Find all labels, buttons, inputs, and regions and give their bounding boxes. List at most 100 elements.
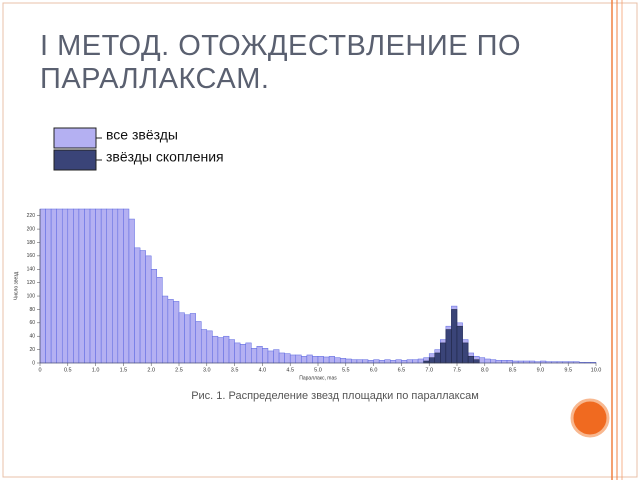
bar [167, 299, 174, 364]
bar [423, 360, 430, 364]
bar [373, 359, 380, 364]
y-tick-label: 60 [29, 320, 35, 326]
bar [100, 208, 107, 364]
bar [50, 208, 57, 364]
bar [356, 359, 363, 364]
bar [339, 358, 347, 364]
bar [67, 208, 74, 364]
x-tick-label: 4.0 [259, 367, 267, 373]
x-tick-label: 9.5 [564, 367, 572, 373]
slide-title: I МЕТОД. ОТОЖДЕСТВЛЕНИЕ ПО ПАРАЛЛАКСАМ. [40, 30, 522, 95]
x-tick-label: 4.5 [286, 367, 294, 373]
bar [540, 360, 547, 364]
bar [490, 359, 497, 364]
bar [506, 360, 513, 364]
x-tick-label: 5.5 [342, 367, 350, 373]
x-tick-label: 5.0 [314, 367, 322, 373]
y-tick-label: 20 [29, 347, 35, 353]
bar [478, 357, 486, 364]
bar [123, 208, 130, 364]
y-tick-label: 40 [29, 334, 35, 340]
bar [351, 359, 358, 364]
y-tick-label: 0 [32, 360, 35, 366]
bar [200, 329, 208, 364]
bar [434, 352, 441, 364]
y-tick-label: 120 [27, 280, 36, 286]
bar [95, 208, 102, 364]
bar [89, 208, 96, 364]
bar [173, 301, 180, 364]
bar [289, 354, 297, 364]
bar [212, 335, 219, 364]
y-tick-label: 160 [27, 253, 36, 259]
bar [145, 255, 152, 364]
decor-circle [570, 398, 610, 438]
bar [334, 357, 341, 364]
bar [390, 360, 397, 364]
legend-label: все звёзды [106, 127, 178, 143]
y-tick-label: 200 [27, 226, 36, 232]
bar [56, 208, 63, 364]
bar [467, 356, 474, 364]
bar [378, 360, 385, 364]
bar [529, 360, 536, 364]
bar [345, 358, 352, 364]
bar [239, 344, 246, 364]
x-tick-label: 8.5 [509, 367, 517, 373]
x-tick-label: 0 [38, 367, 41, 373]
bar [367, 360, 374, 364]
bar [401, 360, 408, 364]
bar [301, 356, 308, 364]
bar [245, 342, 252, 364]
bar [312, 356, 319, 364]
bar [106, 208, 113, 364]
x-tick-label: 1.5 [120, 367, 128, 373]
y-tick-label: 100 [27, 293, 36, 299]
bar [223, 335, 230, 364]
bar [273, 349, 280, 364]
bar [428, 357, 436, 364]
legend-swatch [53, 127, 97, 149]
x-tick-label: 3.0 [203, 367, 211, 373]
legend-swatch [53, 149, 97, 171]
bar [284, 353, 291, 364]
bar [112, 208, 119, 364]
x-tick-label: 0.5 [64, 367, 72, 373]
bar [117, 208, 124, 364]
bar [484, 358, 491, 364]
y-tick-label: 140 [27, 267, 36, 273]
x-tick-label: 1.0 [92, 367, 100, 373]
bar [445, 329, 452, 364]
bar [262, 348, 269, 364]
bar [278, 352, 285, 364]
bar [128, 218, 135, 364]
x-tick-label: 9.0 [537, 367, 545, 373]
x-tick-label: 2.5 [175, 367, 183, 373]
bar [495, 360, 502, 364]
bar [61, 208, 69, 364]
bar [306, 354, 313, 364]
bar [473, 359, 480, 364]
bar [267, 350, 274, 364]
bar [317, 356, 324, 364]
bar [328, 356, 335, 364]
y-axis-label: Число звезд [13, 272, 19, 301]
bar [162, 295, 169, 364]
bar [234, 342, 241, 364]
bar [384, 359, 391, 364]
x-tick-label: 6.5 [398, 367, 406, 373]
bar [362, 359, 369, 364]
bar [45, 208, 52, 364]
bar [228, 339, 235, 364]
x-tick-label: 10.0 [591, 367, 602, 373]
x-tick-label: 7.0 [425, 367, 433, 373]
bar [139, 250, 146, 364]
bar [412, 359, 419, 364]
bar [78, 208, 85, 364]
bar [217, 337, 224, 364]
bar [417, 358, 424, 364]
bar [523, 360, 530, 364]
bar [456, 325, 463, 364]
